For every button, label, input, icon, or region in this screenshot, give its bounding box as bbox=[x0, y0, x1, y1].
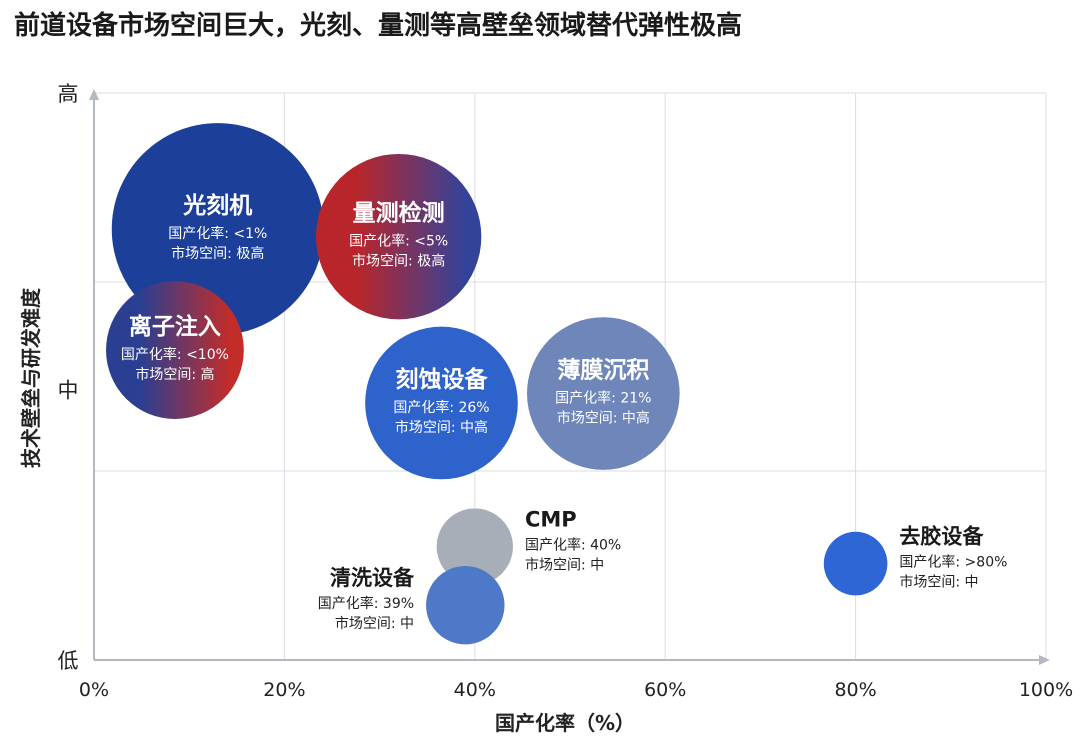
x-tick-label: 80% bbox=[834, 679, 876, 701]
x-tick-label: 20% bbox=[263, 679, 305, 701]
x-tick-labels: 0% 20% 40% 60% 80% 100% bbox=[79, 679, 1073, 701]
bubble-rate: 国产化率: 26% bbox=[393, 399, 489, 416]
x-tick-label: 100% bbox=[1019, 679, 1073, 701]
chart-title: 前道设备市场空间巨大，光刻、量测等高壁垒领域替代弹性极高 bbox=[14, 10, 742, 41]
bubble-circle bbox=[436, 508, 513, 585]
bubble-circle bbox=[106, 281, 244, 419]
bubble-rate: 国产化率: 39% bbox=[318, 595, 414, 612]
bubble-market: 市场空间: 高 bbox=[135, 366, 214, 383]
bubble-rate: 国产化率: <5% bbox=[349, 233, 448, 250]
bubble-market: 市场空间: 极高 bbox=[352, 253, 445, 270]
bubble-circle bbox=[365, 326, 518, 480]
bubble-name: 量测检测 bbox=[353, 200, 445, 227]
bubble-rate: 国产化率: >80% bbox=[899, 554, 1007, 571]
bubble-market: 市场空间: 中高 bbox=[395, 419, 488, 436]
y-tick-label: 中 bbox=[58, 379, 79, 403]
bubble-name: CMP bbox=[525, 508, 577, 532]
bubble-name: 去胶设备 bbox=[899, 525, 984, 549]
y-tick-labels: 低中高 bbox=[58, 82, 79, 673]
bubble-market: 市场空间: 中 bbox=[525, 557, 604, 574]
x-tick-label: 0% bbox=[79, 679, 109, 701]
x-axis-label: 国产化率（%） bbox=[495, 711, 635, 735]
bubble-circle bbox=[527, 317, 680, 470]
bubble-market: 市场空间: 中 bbox=[335, 615, 414, 632]
bubble-circle bbox=[315, 153, 482, 320]
y-axis-label: 技术壁垒与研发难度 bbox=[19, 287, 43, 468]
bubble-name: 离子注入 bbox=[129, 313, 221, 340]
x-tick-label: 40% bbox=[454, 679, 496, 701]
x-tick-label: 60% bbox=[644, 679, 686, 701]
x-axis-arrow bbox=[1039, 655, 1050, 665]
bubble-market: 市场空间: 中 bbox=[899, 574, 978, 591]
bubble-name: 刻蚀设备 bbox=[395, 366, 488, 393]
y-tick-label: 高 bbox=[58, 82, 79, 106]
bubble-6: CMP 国产化率: 40% 市场空间: 中 bbox=[436, 508, 621, 585]
bubble-circle bbox=[426, 565, 505, 645]
bubble-rate: 国产化率: 40% bbox=[525, 537, 621, 554]
bubble-market: 市场空间: 极高 bbox=[171, 245, 264, 262]
y-tick-label: 低 bbox=[58, 649, 79, 673]
y-axis-arrow bbox=[89, 89, 99, 100]
bubble-rate: 国产化率: <1% bbox=[168, 225, 267, 242]
bubble-circle bbox=[823, 531, 888, 596]
bubble-rate: 国产化率: 21% bbox=[555, 390, 651, 407]
bubble-market: 市场空间: 中高 bbox=[557, 410, 650, 427]
bubble-name: 清洗设备 bbox=[330, 566, 415, 590]
bubble-rate: 国产化率: <10% bbox=[121, 346, 229, 363]
axes bbox=[89, 89, 1050, 665]
bubble-name: 薄膜沉积 bbox=[557, 358, 649, 384]
bubble-name: 光刻机 bbox=[182, 192, 252, 219]
